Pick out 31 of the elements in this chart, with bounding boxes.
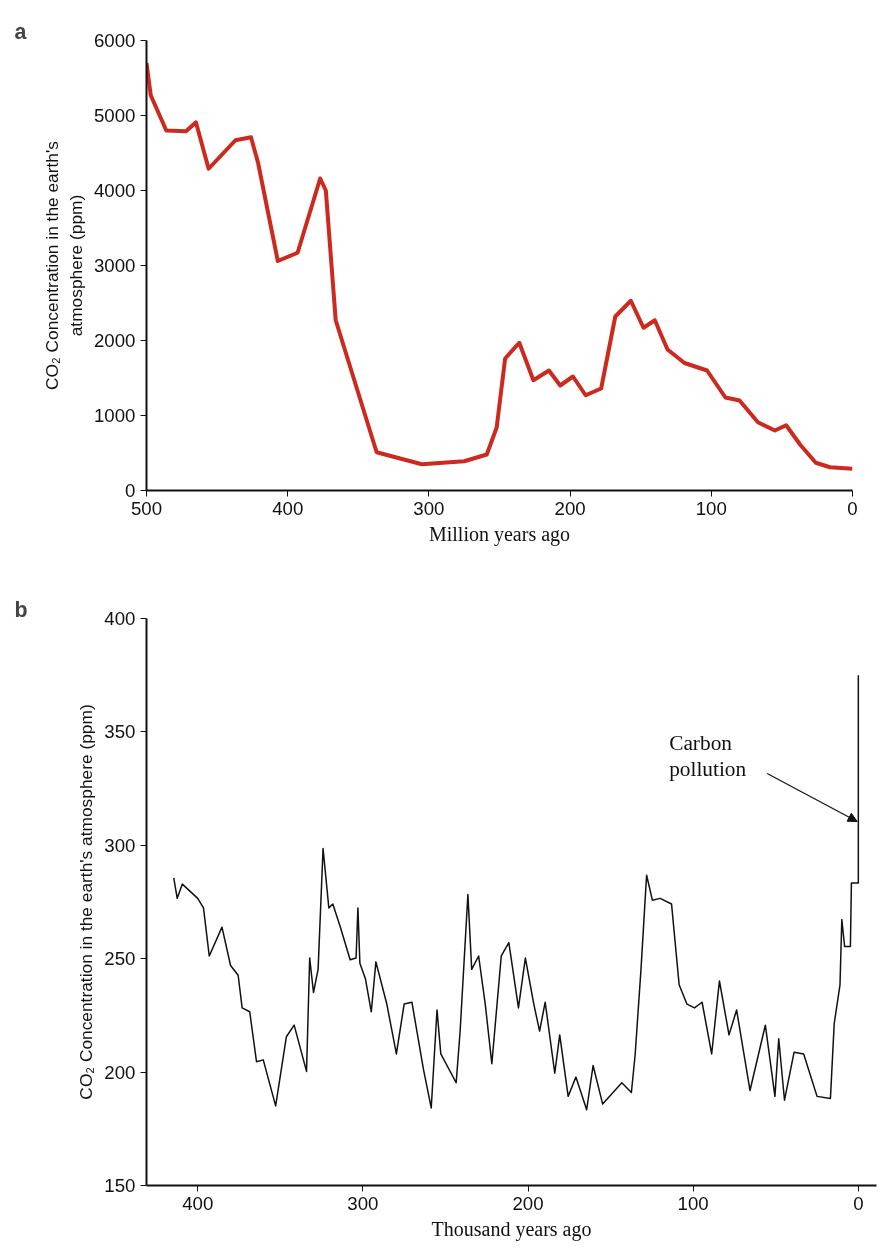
x-tick-label: 300 [413,497,445,519]
x-tick-label: 200 [554,497,586,519]
y-tick-label: 350 [104,721,136,743]
y-tick-label: 2000 [94,330,136,351]
y-tick-label: 5000 [94,105,136,126]
annotation: Carbon pollution [669,731,747,782]
y-tick-label: 1000 [94,405,136,426]
x-tick-label: 0 [853,1192,864,1214]
chart-title: b [14,597,28,622]
x-tick-label: 100 [695,497,727,519]
x-axis-title: Thousand years ago [431,1217,592,1241]
x-tick-label: 100 [677,1192,709,1214]
y-tick-label: 3000 [94,255,136,276]
y-tick-label: 400 [104,608,136,629]
y-tick-label: 300 [104,834,136,856]
y-tick-label: 6000 [94,30,136,51]
x-tick-label: 0 [847,497,858,519]
x-tick-label: 200 [512,1192,544,1214]
x-axis-title: Million years ago [428,522,571,546]
y-tick-label: 150 [104,1175,136,1196]
line-series [146,61,853,471]
y-axis-title: CO₂ Concentration in the earth's atmosphere (ppm) [42,140,86,390]
y-axis-title: CO₂ Concentration in the earth's atmosphere (ppm) [76,704,97,1100]
x-tick-label: 400 [182,1192,214,1214]
chart-title: a [14,19,27,44]
x-tick-label: 300 [347,1192,379,1214]
y-tick-label: 4000 [94,180,136,201]
x-tick-label: 400 [272,497,304,519]
y-tick-label: 250 [104,948,136,970]
y-tick-label: 200 [104,1061,136,1083]
line-series [173,674,860,1111]
